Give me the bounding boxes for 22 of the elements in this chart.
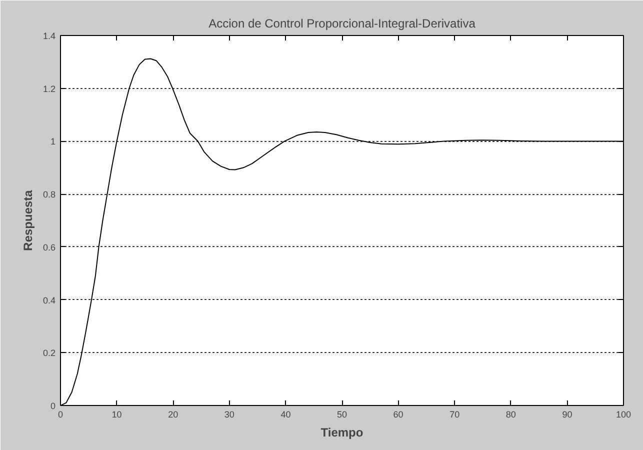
y-tick-label: 1.4 (42, 31, 56, 41)
y-tick-label: 0 (50, 401, 56, 411)
y-tick-label: 0.2 (42, 348, 56, 358)
y-tick-label: 1.2 (42, 84, 56, 94)
y-tick-label: 0.8 (42, 190, 56, 200)
x-tick-label: 40 (280, 410, 291, 420)
x-tick-label: 80 (506, 410, 516, 420)
x-tick-label: 100 (616, 410, 632, 420)
y-tick-label: 0.4 (42, 295, 56, 306)
x-tick-label: 20 (168, 410, 178, 420)
y-tick-label: 0.6 (42, 242, 56, 252)
x-tick-label: 90 (562, 410, 572, 420)
x-tick-label: 50 (336, 410, 348, 420)
x-tick-label: 30 (224, 410, 234, 420)
x-tick-label: 0 (58, 410, 64, 420)
y-axis-title: Respuesta (20, 190, 35, 251)
y-tick-label: 1 (50, 136, 56, 147)
x-tick-label: 60 (393, 410, 404, 420)
x-tick-label: 10 (112, 410, 122, 420)
x-tick-label: 70 (450, 410, 460, 420)
chart-title: Accion de Control Proporcional-Integral-Derivativa (208, 16, 476, 30)
x-axis-title: Tiempo (320, 426, 364, 440)
